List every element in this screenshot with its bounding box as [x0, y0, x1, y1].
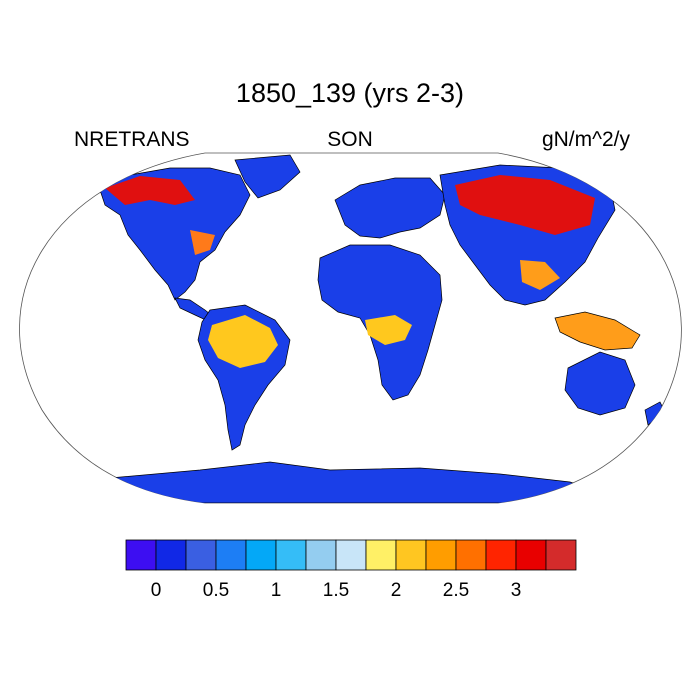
colorbar-tick-label: 2	[391, 580, 402, 601]
variable-label: NRETRANS	[74, 128, 190, 151]
units-label: gN/m^2/y	[541, 128, 630, 151]
colorbar-swatches	[125, 539, 577, 571]
colorbar-swatch	[305, 539, 337, 571]
colorbar-tick-label: 0	[151, 580, 162, 601]
colorbar-swatch	[335, 539, 367, 571]
colorbar-swatch	[515, 539, 547, 571]
colorbar-swatch	[275, 539, 307, 571]
colorbar-swatch	[395, 539, 427, 571]
australia-landmass	[564, 351, 636, 416]
colorbar-swatch	[125, 539, 157, 571]
colorbar-tick-label: 2.5	[443, 580, 469, 601]
maritime-continent	[554, 311, 641, 351]
colorbar-tick-label: 0.5	[203, 580, 229, 601]
colorbar-swatch	[545, 539, 577, 571]
canada-high-region	[105, 176, 195, 205]
colorbar-swatch	[245, 539, 277, 571]
siberia-high-region	[455, 175, 595, 235]
south-asia-region	[520, 260, 560, 290]
colorbar-tick-label: 1.5	[323, 580, 349, 601]
colorbar-swatch	[185, 539, 217, 571]
colorbar-swatch	[155, 539, 187, 571]
colorbar-swatch	[215, 539, 247, 571]
central-africa-region	[365, 315, 412, 345]
colorbar-swatch	[485, 539, 517, 571]
colorbar-swatch	[455, 539, 487, 571]
eastern-us-region	[190, 230, 215, 255]
colorbar-tick-label: 1	[271, 580, 282, 601]
colorbar-tick-labels: 0 0.5 1 1.5 2 2.5 3	[151, 580, 522, 601]
map-title: 1850_139 (yrs 2-3)	[235, 78, 465, 108]
colorbar-swatch	[425, 539, 457, 571]
europe-landmass	[334, 177, 446, 239]
greenland	[234, 154, 301, 199]
season-label: SON	[327, 128, 373, 151]
colorbar-swatch	[365, 539, 397, 571]
amazon-region	[208, 315, 278, 368]
colorbar-tick-label: 3	[511, 580, 522, 601]
